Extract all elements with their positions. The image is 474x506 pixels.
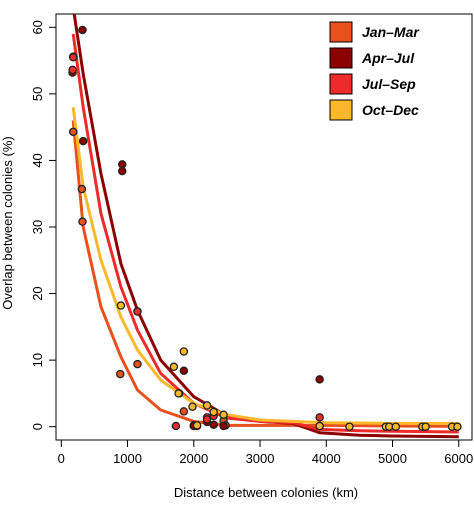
legend-label: Jul–Sep (362, 76, 416, 92)
legend: Jan–Mar Apr–Jul Jul–Sep Oct–Dec (329, 21, 420, 121)
data-point (421, 422, 430, 431)
data-point (174, 389, 183, 398)
data-point (179, 347, 189, 356)
fitted-curve (71, 33, 459, 434)
data-point (209, 420, 218, 429)
data-point (78, 136, 88, 146)
data-point (219, 421, 228, 431)
fitted-curve (72, 14, 459, 439)
y-tick-label: 60 (30, 20, 45, 34)
data-point (171, 421, 181, 431)
data-points (68, 25, 462, 431)
data-point (179, 366, 189, 376)
y-axis-title: Overlap between colonies (%) (0, 136, 15, 309)
y-tick-label: 10 (30, 353, 45, 367)
data-point (78, 217, 87, 226)
data-point (68, 127, 78, 137)
data-point (315, 375, 324, 384)
legend-swatch (329, 47, 353, 69)
data-point (202, 401, 212, 410)
data-point (133, 307, 142, 316)
data-point (117, 166, 127, 176)
data-point (78, 25, 87, 35)
data-point (315, 421, 324, 431)
fitted-curves (71, 14, 459, 439)
data-point (188, 402, 197, 411)
fitted-curve (71, 120, 459, 428)
x-tick-label: 4000 (312, 451, 341, 466)
data-point (209, 407, 218, 417)
y-tick-label: 50 (30, 87, 45, 101)
y-tick-label: 20 (30, 286, 45, 300)
legend-label: Apr–Jul (361, 50, 415, 66)
y-tick-label: 0 (30, 423, 45, 430)
data-point (116, 301, 126, 310)
data-point (192, 421, 202, 430)
legend-swatch (329, 99, 353, 121)
legend-swatch (329, 73, 353, 95)
legend-label: Jan–Mar (362, 24, 420, 40)
data-point (179, 407, 189, 416)
data-point (202, 415, 212, 424)
data-point (453, 422, 462, 431)
x-tick-label: 3000 (246, 451, 275, 466)
x-tick-label: 0 (58, 451, 65, 466)
x-axis-title: Distance between colonies (km) (174, 485, 358, 500)
data-point (391, 422, 401, 431)
data-point (345, 422, 354, 431)
data-point (68, 65, 77, 75)
data-point (169, 362, 179, 372)
data-point (68, 53, 78, 62)
axes: 0 1000 2000 3000 4000 5000 6000 0 10 20 30 40 50 60 (30, 13, 473, 466)
y-tick-label: 30 (30, 220, 45, 234)
x-tick-label: 5000 (378, 451, 407, 466)
x-tick-label: 6000 (444, 451, 473, 466)
x-tick-label: 2000 (179, 451, 208, 466)
legend-swatch (329, 21, 353, 43)
legend-label: Oct–Dec (362, 102, 419, 118)
data-point (133, 359, 142, 369)
y-tick-label: 40 (30, 153, 45, 167)
x-tick-label: 1000 (113, 451, 142, 466)
data-point (315, 413, 324, 422)
data-point (116, 369, 125, 379)
data-point (77, 184, 87, 194)
data-point (219, 410, 228, 419)
